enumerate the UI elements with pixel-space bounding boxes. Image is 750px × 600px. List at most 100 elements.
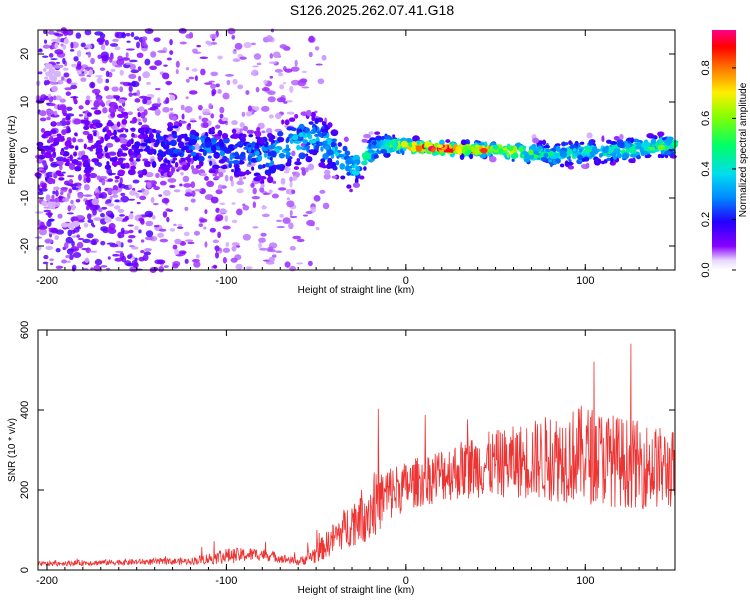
spectral-ridge-blob bbox=[214, 175, 220, 180]
spectral-noise-blob bbox=[242, 233, 251, 241]
spectral-noise-blob bbox=[84, 257, 90, 264]
spectral-ridge-blob bbox=[132, 116, 138, 123]
figure-title: S126.2025.262.07.41.G18 bbox=[290, 2, 454, 18]
spectral-ridge-blob bbox=[337, 142, 343, 147]
spectral-noise-blob bbox=[219, 106, 225, 114]
spectral-noise-blob bbox=[112, 38, 119, 42]
spectral-ridge-blob bbox=[58, 104, 67, 111]
spectral-ridge-blob bbox=[628, 158, 636, 164]
spectral-ridge-blob bbox=[543, 145, 551, 149]
spectral-noise-blob bbox=[67, 212, 74, 215]
spectral-noise-blob bbox=[261, 105, 270, 112]
spectral-ridge-blob bbox=[172, 133, 178, 139]
spectral-noise-blob bbox=[64, 87, 73, 91]
spectral-noise-blob bbox=[130, 161, 135, 166]
spectral-ridge-blob bbox=[221, 164, 228, 170]
spectral-ridge-blob bbox=[85, 172, 91, 178]
spectral-ridge-blob bbox=[293, 140, 302, 144]
spectral-noise-blob bbox=[258, 242, 262, 249]
spectral-noise-blob bbox=[136, 41, 141, 49]
spectral-noise-blob bbox=[61, 259, 68, 264]
spectral-ridge-blob bbox=[70, 199, 74, 205]
spectral-ridge-blob bbox=[363, 166, 367, 171]
spectral-noise-blob bbox=[141, 36, 148, 42]
spectral-noise-blob bbox=[119, 214, 125, 217]
spectral-ridge-blob bbox=[158, 136, 165, 141]
spectral-noise-blob bbox=[277, 72, 284, 77]
spectral-noise-blob bbox=[87, 213, 92, 220]
spectral-ridge-blob bbox=[361, 138, 368, 143]
spectral-ridge-blob bbox=[65, 121, 71, 126]
spectral-noise-blob bbox=[279, 214, 284, 218]
spectral-ridge-blob bbox=[542, 139, 547, 146]
spectral-ridge-blob bbox=[286, 126, 293, 131]
spectral-noise-blob bbox=[198, 223, 203, 227]
spectral-noise-blob bbox=[290, 79, 300, 86]
spectral-noise-blob bbox=[70, 183, 74, 187]
spectral-noise-blob bbox=[301, 86, 310, 89]
spectral-noise-blob bbox=[272, 180, 277, 184]
spectral-noise-blob bbox=[137, 66, 142, 72]
spectral-ridge-blob bbox=[73, 118, 82, 125]
spectral-noise-blob bbox=[94, 92, 100, 96]
spectral-ridge-blob bbox=[630, 137, 634, 144]
spectral-noise-blob bbox=[51, 163, 60, 167]
spectral-ridge-blob bbox=[619, 133, 624, 140]
spectral-ridge-blob bbox=[431, 147, 436, 153]
spectral-ridge-blob bbox=[255, 136, 261, 140]
spectral-ridge-blob bbox=[110, 68, 116, 72]
spectral-ridge-blob bbox=[46, 109, 54, 114]
spectral-ridge-blob bbox=[62, 67, 69, 71]
spectral-noise-blob bbox=[65, 254, 70, 259]
spectral-ridge-blob bbox=[104, 217, 112, 223]
spectral-ridge-blob bbox=[554, 143, 561, 147]
spectral-noise-blob bbox=[44, 39, 48, 44]
spectral-ridge-blob bbox=[78, 174, 82, 181]
spectral-noise-blob bbox=[62, 57, 66, 65]
spectral-noise-blob bbox=[107, 151, 117, 156]
spectral-ridge-blob bbox=[137, 127, 144, 134]
spectral-noise-blob bbox=[120, 192, 126, 197]
spectral-ridge-blob bbox=[62, 112, 68, 116]
spectral-noise-blob bbox=[140, 112, 146, 119]
spectral-noise-blob bbox=[307, 260, 313, 267]
spectral-noise-blob bbox=[185, 239, 194, 242]
spectral-noise-blob bbox=[67, 205, 72, 212]
spectral-ridge-blob bbox=[79, 119, 86, 124]
spectral-ridge-blob bbox=[474, 148, 479, 156]
spectral-ridge-blob bbox=[74, 166, 82, 172]
spectral-ridge-blob bbox=[48, 136, 54, 143]
spectral-ridge-blob bbox=[285, 144, 290, 150]
spectral-noise-blob bbox=[121, 57, 131, 61]
spectral-noise-blob bbox=[167, 178, 177, 183]
x-tick-label: -200 bbox=[36, 575, 58, 587]
spectral-noise-blob bbox=[165, 208, 171, 212]
spectral-noise-blob bbox=[83, 222, 89, 228]
spectral-noise-blob bbox=[210, 196, 219, 204]
spectral-noise-blob bbox=[69, 49, 75, 52]
spectral-ridge-blob bbox=[169, 94, 176, 101]
spectral-noise-blob bbox=[169, 184, 176, 189]
spectral-ridge-blob bbox=[269, 150, 277, 158]
spectral-noise-blob bbox=[134, 257, 138, 262]
spectral-noise-blob bbox=[186, 78, 190, 83]
spectral-ridge-blob bbox=[320, 128, 329, 133]
spectral-noise-blob bbox=[85, 205, 90, 211]
spectral-noise-blob bbox=[183, 231, 190, 237]
spectral-ridge-blob bbox=[412, 135, 420, 142]
spectral-noise-blob bbox=[130, 69, 139, 74]
spectral-noise-blob bbox=[107, 256, 111, 260]
spectral-noise-blob bbox=[80, 77, 87, 82]
spectral-noise-blob bbox=[105, 142, 114, 148]
spectral-ridge-blob bbox=[232, 145, 238, 149]
spectral-noise-blob bbox=[43, 254, 49, 260]
spectral-ridge-blob bbox=[159, 152, 166, 158]
spectral-ridge-blob bbox=[287, 158, 292, 164]
spectral-noise-blob bbox=[100, 213, 105, 218]
spectral-ridge-blob bbox=[470, 146, 475, 153]
spectral-noise-blob bbox=[301, 169, 307, 176]
spectral-ridge-blob bbox=[97, 144, 103, 149]
spectral-noise-blob bbox=[119, 177, 123, 184]
spectral-ridge-blob bbox=[648, 146, 656, 151]
spectral-noise-blob bbox=[206, 180, 215, 188]
